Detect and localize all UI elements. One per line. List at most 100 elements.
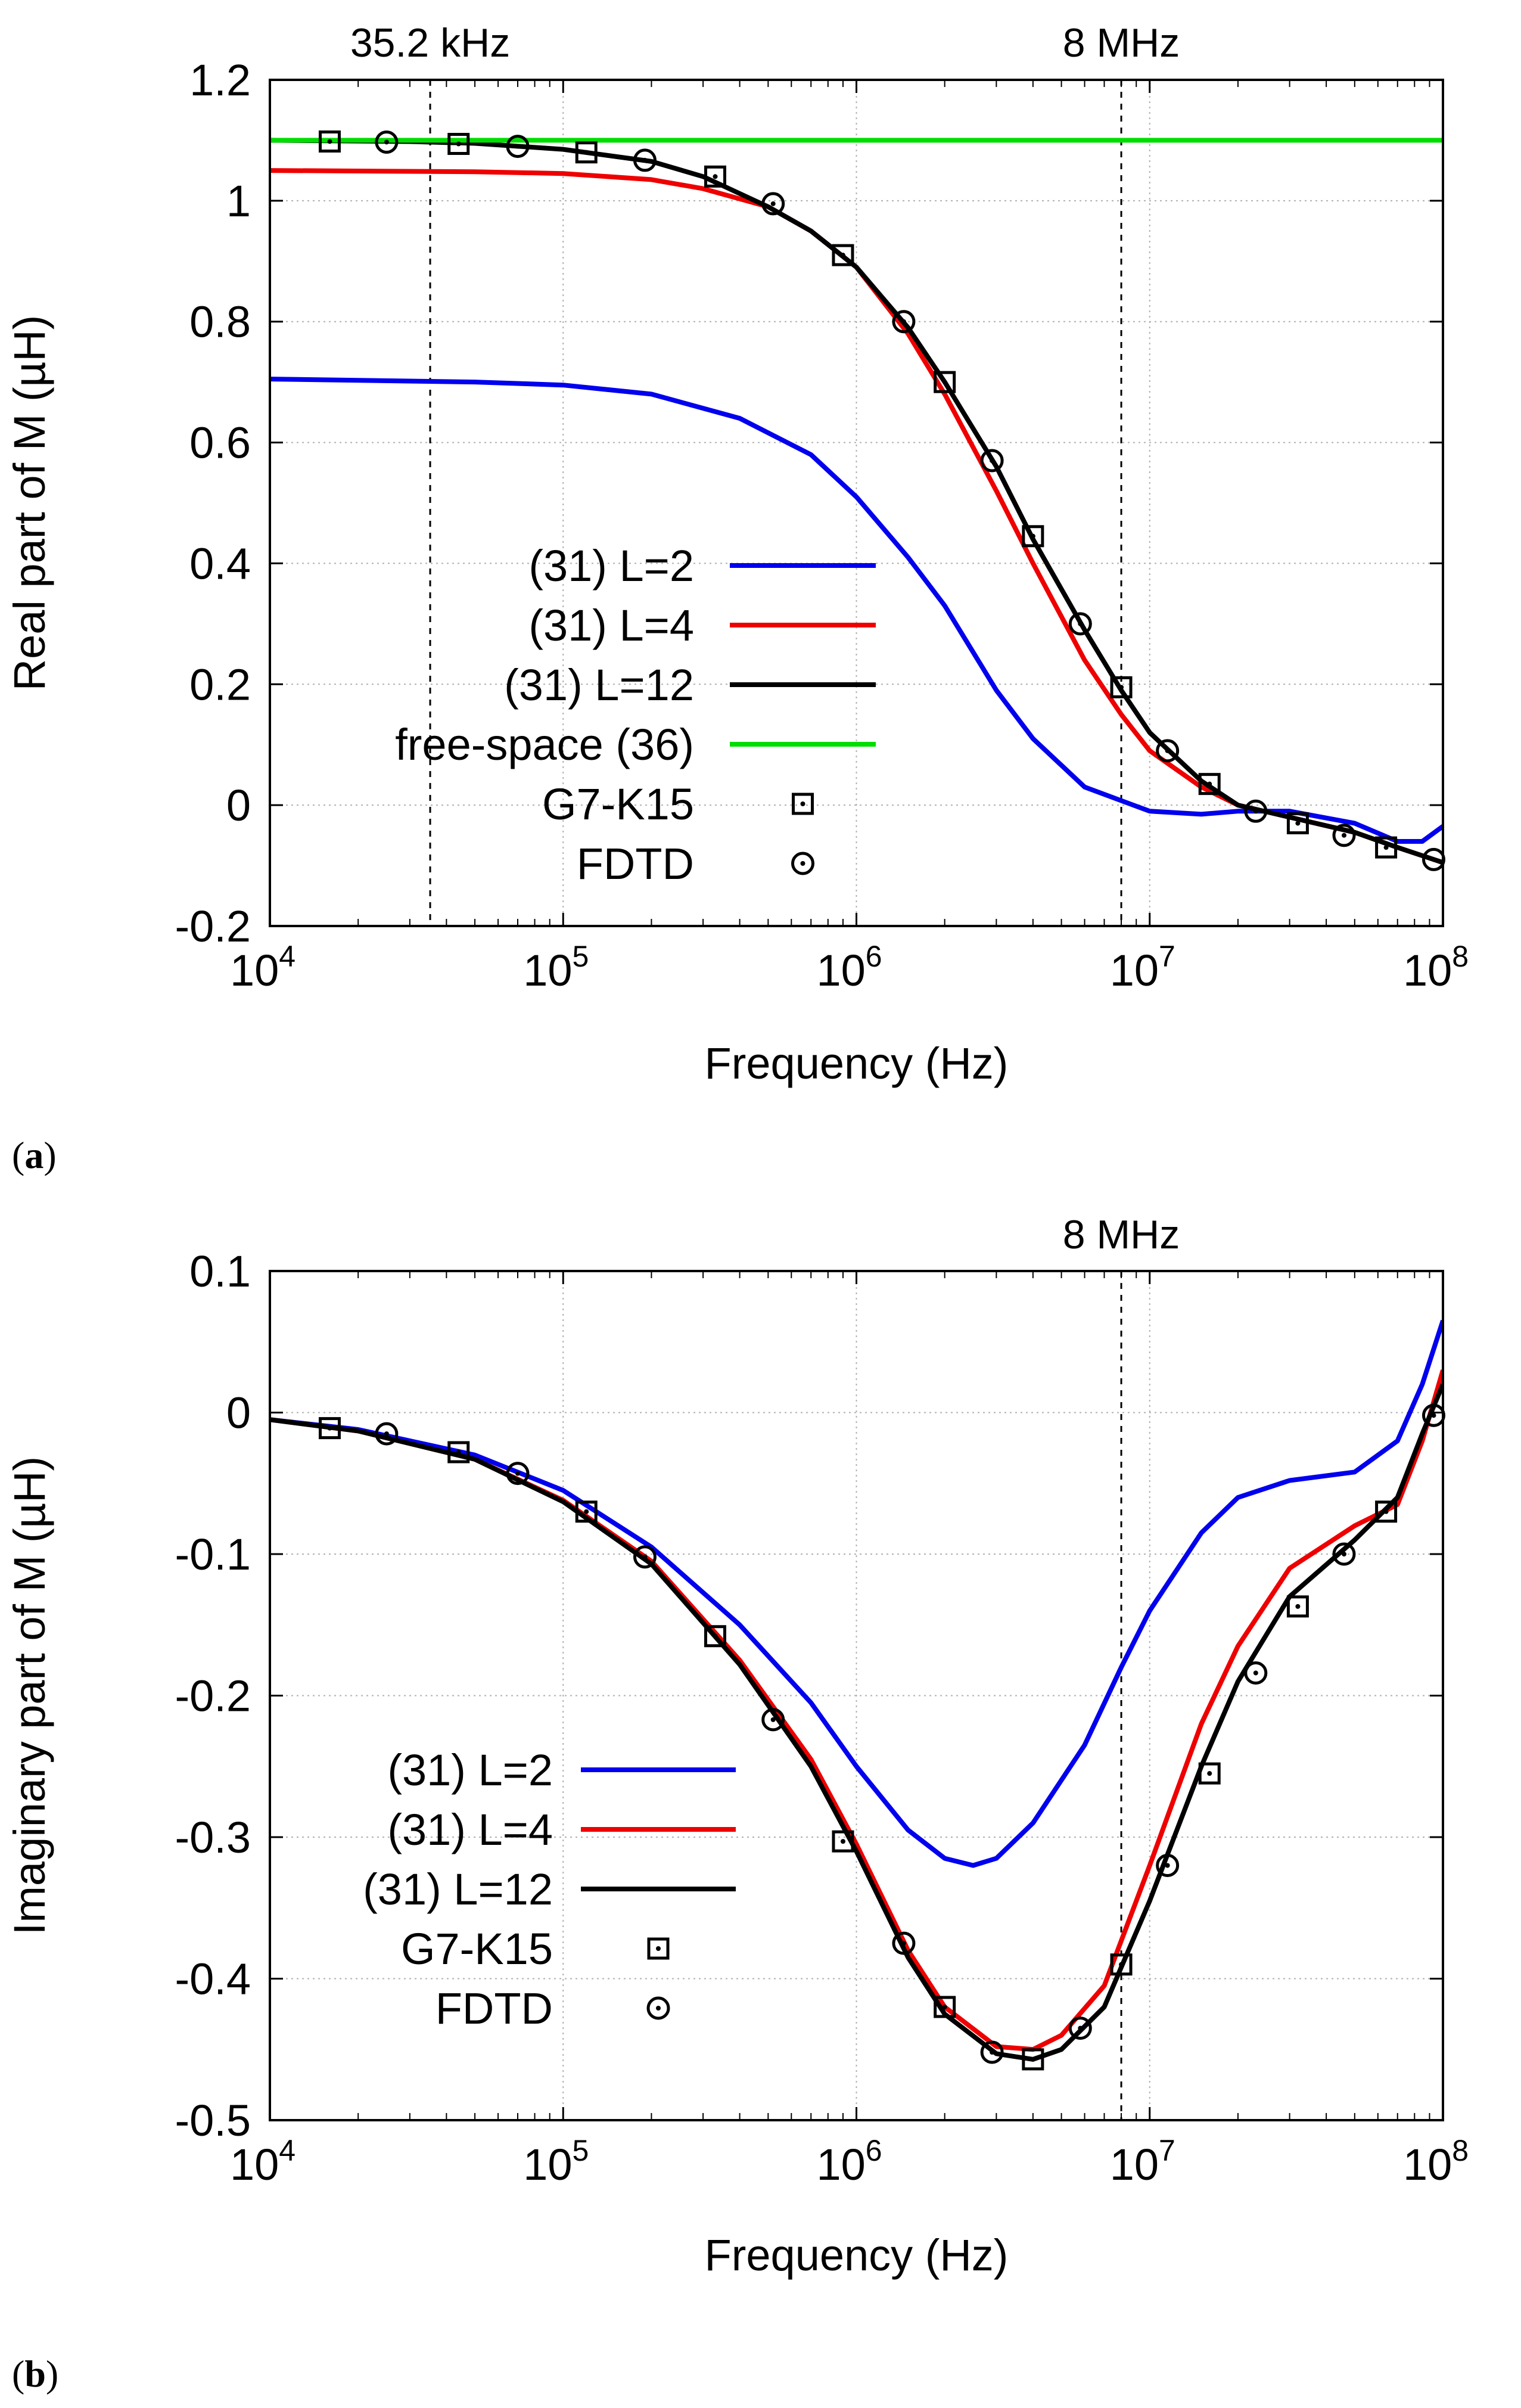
legend-label: (31) L=2 <box>387 1745 553 1795</box>
data-point <box>447 1441 470 1464</box>
data-point-dot <box>1119 685 1124 690</box>
data-point <box>1332 1542 1356 1566</box>
legend-label: G7-K15 <box>401 1924 553 1974</box>
legend-marker-dot <box>656 1946 661 1951</box>
x-tick-label: 107 <box>1110 2134 1175 2189</box>
data-point-dot <box>642 1554 648 1559</box>
series-line-2 <box>270 1383 1443 2062</box>
y-tick-label: 0.1 <box>189 1247 251 1296</box>
data-point-dot <box>1207 781 1212 787</box>
legend-label: G7-K15 <box>542 779 694 829</box>
legend-label: (31) L=4 <box>387 1805 553 1854</box>
x-tick-label: 106 <box>816 940 882 995</box>
legend: (31) L=2 (31) L=4 (31) L=12 free-space (36)… <box>395 541 876 888</box>
data-point <box>761 1708 785 1732</box>
legend-label: (31) L=4 <box>528 601 694 650</box>
data-point <box>1110 1953 1133 1976</box>
data-point-dot <box>840 1839 845 1844</box>
data-point <box>934 371 956 393</box>
data-point <box>1110 676 1133 698</box>
marker-label: 8 MHz <box>1063 20 1180 66</box>
y-tick-label: 0 <box>226 781 251 830</box>
data-point <box>1198 773 1221 796</box>
y-tick-label: 0.4 <box>189 539 251 588</box>
data-point <box>1244 799 1268 823</box>
data-point <box>318 1417 341 1440</box>
legend-marker-dot <box>656 2006 661 2011</box>
data-point <box>506 135 530 159</box>
y-tick-label: -0.3 <box>175 1813 251 1862</box>
data-point-dot <box>1295 1604 1301 1609</box>
data-point <box>1198 1762 1221 1785</box>
legend-marker <box>647 1937 670 1960</box>
data-point-dot <box>1253 1670 1258 1676</box>
legend-marker <box>791 852 814 875</box>
data-point <box>1375 836 1398 859</box>
data-point-dot <box>456 141 461 147</box>
legend-marker <box>646 1996 670 2020</box>
x-tick-label: 107 <box>1110 940 1175 995</box>
data-point <box>575 1500 598 1523</box>
legend-label: (31) L=2 <box>528 541 694 591</box>
data-point <box>375 1422 399 1446</box>
legend-marker <box>792 793 814 815</box>
x-tick-label: 105 <box>523 940 589 995</box>
data-point-dot <box>840 253 845 258</box>
data-point-dot <box>327 1425 332 1431</box>
data-point <box>1156 739 1180 763</box>
chart-panel-b: 8 MHz -0.5 -0.4 -0.3 -0.2 -0.1 0 0.1 104 105 106 10… <box>5 1212 1469 2280</box>
data-point-dot <box>584 1509 589 1514</box>
x-tick-label: 108 <box>1403 940 1469 995</box>
x-tick-label: 104 <box>230 940 296 995</box>
data-point <box>1332 824 1356 847</box>
data-point <box>704 1625 726 1648</box>
data-point <box>1022 525 1044 548</box>
data-point-dot <box>1165 1863 1170 1868</box>
data-point <box>1022 2048 1044 2071</box>
data-point-dot <box>456 1450 461 1455</box>
panel-label-a: (a) <box>12 1134 57 1176</box>
data-point-dot <box>713 1633 718 1639</box>
y-axis-label: Imaginary part of M (µH) <box>5 1456 54 1935</box>
y-tick-label: 0.8 <box>189 297 251 347</box>
data-point <box>575 141 598 164</box>
data-point <box>447 133 470 156</box>
data-point-dot <box>713 174 718 179</box>
data-point <box>980 2040 1004 2064</box>
data-point-dot <box>901 1941 906 1946</box>
marker-label: 35.2 kHz <box>350 20 510 66</box>
data-point <box>1286 1595 1309 1618</box>
data-point-dot <box>770 1717 776 1722</box>
y-tick-label: 1 <box>226 176 251 226</box>
x-tick-label: 106 <box>816 2134 882 2189</box>
data-point <box>934 1996 956 2018</box>
data-point <box>832 1830 854 1853</box>
chart-panel-a: 35.2 kHz 8 MHz -0.2 0 0.2 0.4 0.6 0.8 1 1.2 104 105… <box>5 20 1469 1088</box>
legend-label: FDTD <box>577 839 694 888</box>
data-point-dot <box>1078 621 1083 626</box>
data-point-dot <box>770 201 776 206</box>
data-point-dot <box>1165 748 1170 753</box>
y-tick-label: -0.1 <box>175 1530 251 1579</box>
data-point-dot <box>1341 832 1346 838</box>
data-point-dot <box>942 2005 947 2009</box>
data-point-dot <box>1030 533 1035 539</box>
data-point <box>1286 812 1309 835</box>
data-point-dot <box>642 157 648 163</box>
data-point-dot <box>384 139 389 145</box>
data-point-dot <box>901 319 906 324</box>
data-point-dot <box>1295 821 1301 826</box>
data-point-dot <box>327 139 332 144</box>
panel-label-b: (b) <box>12 2353 58 2395</box>
x-axis-label: Frequency (Hz) <box>705 1039 1009 1088</box>
series-line-2 <box>270 138 1443 865</box>
data-point-dot <box>1383 845 1389 850</box>
data-point-dot <box>942 380 947 385</box>
data-point <box>318 130 341 153</box>
x-tick-label: 105 <box>523 2134 589 2189</box>
data-point <box>892 310 916 334</box>
x-tick-label: 104 <box>230 2134 296 2189</box>
data-point-dot <box>515 1471 520 1476</box>
data-point <box>1156 1854 1180 1877</box>
